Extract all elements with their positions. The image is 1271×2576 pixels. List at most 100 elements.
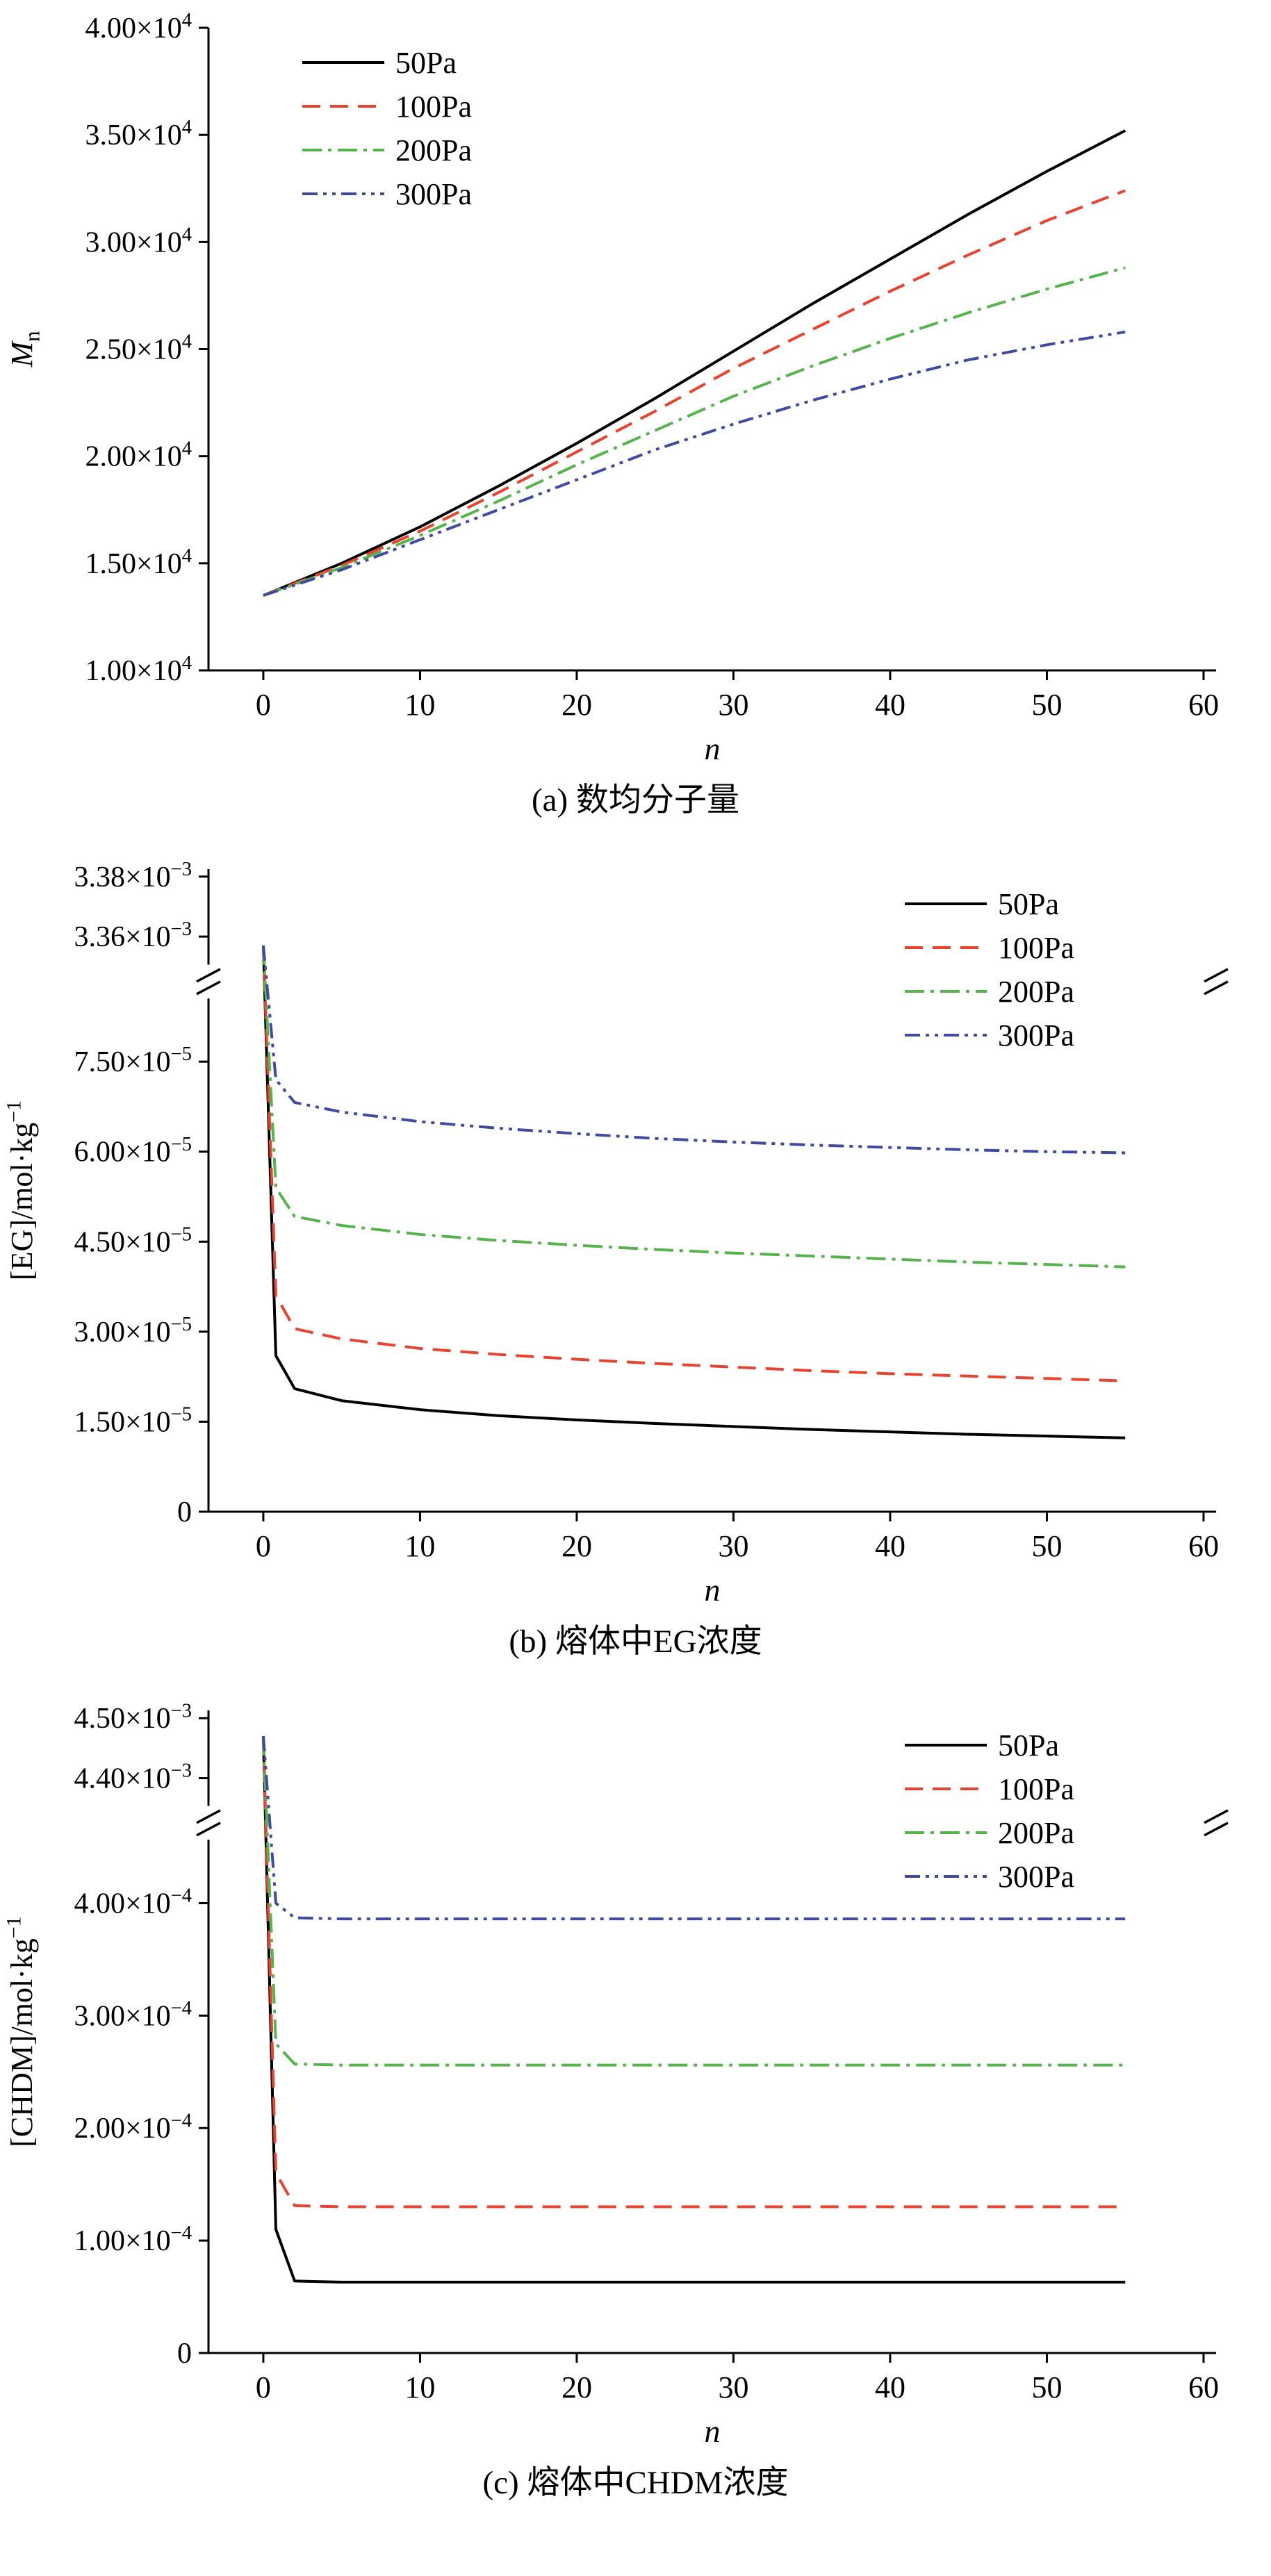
x-tick-label: 50	[1031, 2370, 1062, 2404]
y-axis-title: [CHDM]/mol·kg−1	[2, 1916, 39, 2147]
series-line-100Pa	[261, 1736, 1126, 2208]
axes	[196, 1710, 1229, 2363]
y-tick-label: 1.00×104	[85, 652, 192, 687]
legend-entry-300Pa: 300Pa	[302, 177, 472, 211]
x-tick-label: 10	[404, 2370, 435, 2404]
legend-label: 200Pa	[395, 133, 472, 167]
legend-label: 50Pa	[998, 1728, 1059, 1762]
axis-break-icon	[196, 1809, 221, 1824]
legend-entry-100Pa: 100Pa	[905, 1772, 1074, 1806]
legend-entry-300Pa: 300Pa	[905, 1860, 1074, 1894]
legend-entry-100Pa: 100Pa	[905, 931, 1074, 965]
legend-entry-200Pa: 200Pa	[905, 1816, 1074, 1850]
legend-entry-50Pa: 50Pa	[302, 46, 457, 80]
panel-b: 50Pa 100Pa 200Pa 300Pa 0 10 20 30 40 50 60 3.38×10−…	[0, 848, 1271, 1690]
series	[261, 945, 1126, 1439]
series-line-50Pa	[261, 946, 1126, 1439]
series-line-300Pa	[263, 330, 1126, 597]
series-line-50Pa	[261, 1736, 1126, 2284]
x-tick-label: 40	[875, 2370, 905, 2404]
axis-break-icon	[196, 968, 221, 983]
y-tick-label: 3.00×10−4	[74, 1997, 192, 2032]
series	[263, 129, 1126, 597]
y-tick-label: 0	[177, 1496, 192, 1528]
axes	[199, 26, 1216, 680]
caption-a: (a) 数均分子量	[532, 782, 739, 818]
x-tick-label: 20	[561, 688, 592, 722]
x-tick-label: 10	[404, 1529, 435, 1563]
legend-entry-50Pa: 50Pa	[905, 887, 1059, 921]
chart-c-canvas: 50Pa 100Pa 200Pa 300Pa 0 10 20 30 40 50 60 4.50×10−…	[2, 1700, 1229, 2449]
x-tick-label: 60	[1188, 1529, 1219, 1563]
y-tick-label: 1.50×104	[85, 545, 192, 580]
chart-a-canvas: 50Pa 100Pa 200Pa 300Pa 0 10 20 30 40 50 60 4.00×104…	[5, 10, 1219, 766]
x-tick-label: 60	[1188, 688, 1219, 722]
axes	[196, 869, 1229, 1521]
x-tick-label: 40	[875, 1529, 905, 1563]
legend-label: 100Pa	[395, 90, 472, 124]
series-line-300Pa	[261, 1735, 1126, 1921]
legend-label: 50Pa	[998, 887, 1059, 921]
x-tick-label: 60	[1188, 2370, 1219, 2404]
axis-break-icon	[1204, 1809, 1229, 1824]
axis-labels: 0 10 20 30 40 50 60 4.50×10−3 4.40×10−3 4.00×10−4…	[2, 1700, 1219, 2449]
series-line-200Pa	[261, 945, 1126, 1269]
x-axis-title: n	[705, 2413, 721, 2449]
x-tick-label: 0	[256, 2370, 271, 2404]
series-line-50Pa	[263, 129, 1126, 597]
x-tick-label: 40	[875, 688, 905, 722]
legend-entry-50Pa: 50Pa	[905, 1728, 1059, 1762]
legend-label: 300Pa	[395, 177, 472, 211]
axis-labels: 0 10 20 30 40 50 60 3.38×10−3 3.36×10−3 7.50×10−5…	[2, 859, 1219, 1608]
legend: 50Pa 100Pa 200Pa 300Pa	[302, 46, 472, 211]
axis-break-icon	[196, 1822, 221, 1837]
legend-label: 50Pa	[395, 46, 457, 80]
x-axis-title: n	[705, 1572, 721, 1608]
panel-a: 50Pa 100Pa 200Pa 300Pa 0 10 20 30 40 50 60 4.00×104…	[0, 7, 1271, 848]
y-tick-label: 1.00×10−4	[74, 2222, 192, 2257]
axis-break-icon	[1204, 980, 1229, 996]
legend: 50Pa 100Pa 200Pa 300Pa	[905, 1728, 1074, 1894]
legend-label: 100Pa	[998, 1772, 1074, 1806]
series-line-200Pa	[261, 1736, 1126, 2067]
y-tick-label: 4.00×104	[85, 10, 192, 44]
axis-break-icon	[196, 980, 221, 996]
legend-label: 200Pa	[998, 1816, 1074, 1850]
y-tick-label: 3.38×10−3	[74, 859, 192, 893]
y-tick-label: 2.00×10−4	[74, 2110, 192, 2145]
axis-break-icon	[1204, 968, 1229, 983]
y-tick-label: 4.00×10−4	[74, 1885, 192, 1919]
series-line-200Pa	[263, 266, 1126, 597]
x-tick-label: 30	[718, 688, 748, 722]
y-tick-label: 3.36×10−3	[74, 918, 192, 953]
y-tick-label: 4.50×10−5	[74, 1223, 192, 1258]
x-tick-label: 30	[718, 1529, 748, 1563]
series-line-300Pa	[261, 945, 1126, 1155]
legend-entry-100Pa: 100Pa	[302, 90, 472, 124]
x-tick-label: 50	[1031, 688, 1062, 722]
y-tick-label: 2.00×104	[85, 438, 192, 473]
x-tick-label: 20	[561, 1529, 592, 1563]
y-axis-title: Mn	[5, 331, 44, 368]
x-tick-label: 0	[256, 1529, 271, 1563]
chart-b-canvas: 50Pa 100Pa 200Pa 300Pa 0 10 20 30 40 50 60 3.38×10−…	[2, 859, 1229, 1608]
x-tick-label: 50	[1031, 1529, 1062, 1563]
x-tick-label: 20	[561, 2370, 592, 2404]
y-tick-label: 3.00×104	[85, 224, 192, 258]
y-tick-label: 1.50×10−5	[74, 1403, 192, 1438]
caption-b: (b) 熔体中EG浓度	[509, 1624, 762, 1660]
x-tick-label: 0	[256, 688, 271, 722]
y-tick-label: 6.00×10−5	[74, 1134, 192, 1169]
legend-label: 100Pa	[998, 931, 1074, 965]
caption-c: (c) 熔体中CHDM浓度	[482, 2465, 789, 2501]
series-line-100Pa	[263, 189, 1126, 597]
panel-c: 50Pa 100Pa 200Pa 300Pa 0 10 20 30 40 50 60 4.50×10−…	[0, 1690, 1271, 2531]
y-tick-label: 7.50×10−5	[74, 1043, 192, 1078]
axis-break-icon	[1204, 1822, 1229, 1837]
y-tick-label: 3.00×10−5	[74, 1314, 192, 1348]
legend: 50Pa 100Pa 200Pa 300Pa	[905, 887, 1074, 1052]
legend-entry-200Pa: 200Pa	[905, 975, 1074, 1009]
series-line-100Pa	[261, 946, 1126, 1382]
axis-labels: 0 10 20 30 40 50 60 4.00×104 3.50×104 3.00×104 2.5…	[5, 10, 1219, 766]
